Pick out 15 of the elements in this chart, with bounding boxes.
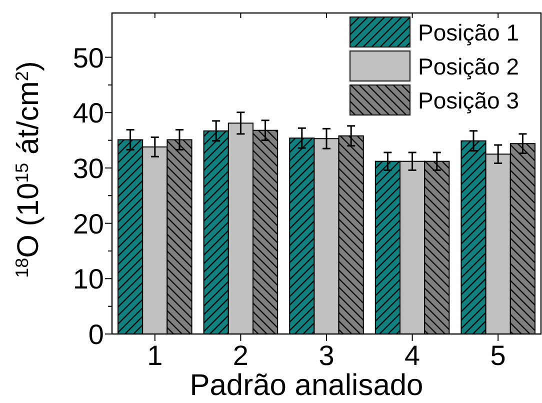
y-tick-label: 10 — [72, 264, 104, 295]
x-tick-label: 3 — [318, 340, 334, 371]
x-tick-label: 1 — [147, 340, 163, 371]
y-tick-label: 40 — [72, 98, 104, 129]
y-tick-label: 30 — [72, 153, 104, 184]
legend-label: Posição 3 — [418, 87, 520, 114]
y-tick-label: 50 — [72, 42, 104, 74]
x-tick-label: 2 — [232, 340, 248, 371]
x-tick-label: 4 — [404, 340, 420, 371]
x-axis-title: Padrão analisado — [190, 369, 424, 402]
x-tick-label: 5 — [490, 340, 506, 371]
y-tick-label: 20 — [72, 208, 104, 240]
y-tick-label: 0 — [88, 319, 104, 350]
legend-label: Posição 2 — [418, 53, 520, 80]
legend-label: Posição 1 — [418, 19, 520, 46]
